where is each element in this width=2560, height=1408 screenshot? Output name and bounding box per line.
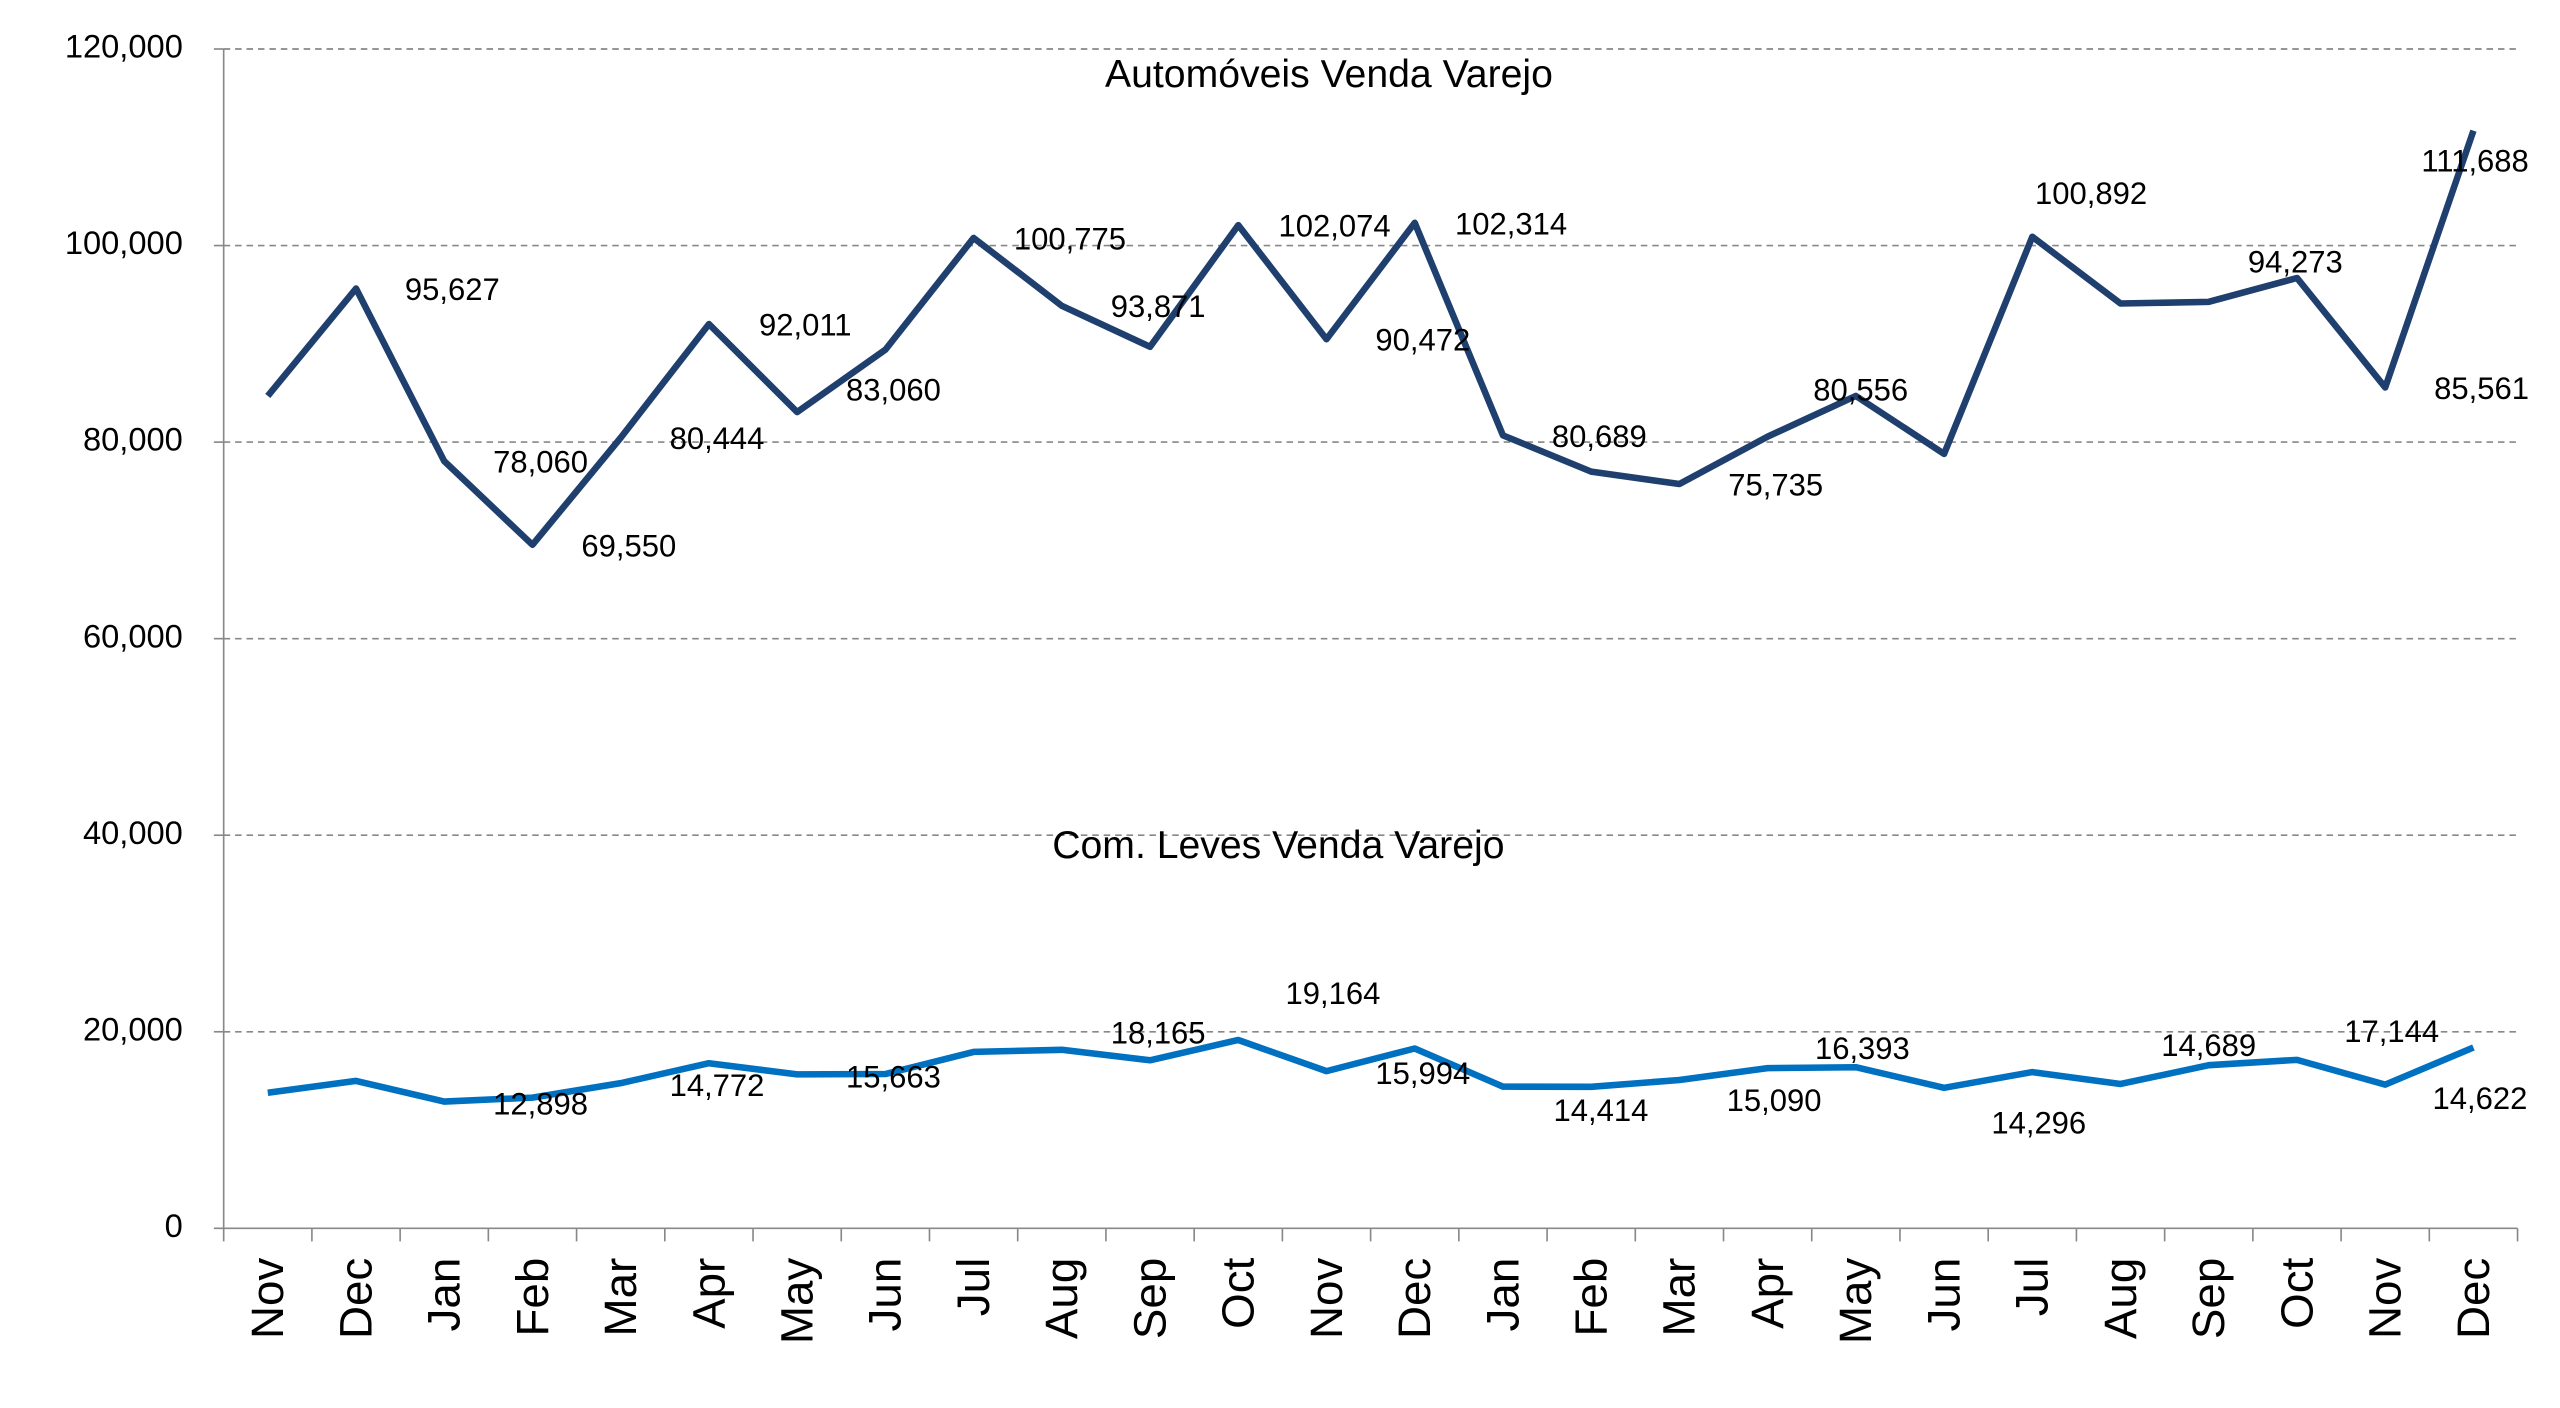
x-tick-label: Jul: [2007, 1258, 2058, 1316]
data-label: 78,060: [493, 445, 588, 480]
data-label: 80,556: [1813, 373, 1908, 408]
x-tick-label: Jun: [860, 1258, 911, 1332]
data-label: 75,735: [1728, 467, 1823, 502]
data-label: 18,165: [1111, 1015, 1206, 1050]
y-tick-label: 0: [165, 1207, 183, 1244]
y-tick-label: 80,000: [83, 421, 183, 458]
data-label: 15,663: [846, 1059, 941, 1094]
x-tick-label: Jan: [419, 1258, 470, 1332]
x-tick-label: Feb: [1566, 1258, 1617, 1337]
series-line: [265, 129, 2477, 549]
data-label: 95,627: [405, 272, 500, 307]
data-label: 16,393: [1815, 1031, 1910, 1066]
series-title: Com. Leves Venda Varejo: [1052, 824, 1504, 867]
data-label: 14,296: [1991, 1106, 2086, 1141]
data-label: 83,060: [846, 373, 941, 408]
x-tick-label: Dec: [330, 1258, 381, 1339]
x-tick-label: Nov: [242, 1258, 293, 1339]
x-tick-label: May: [1830, 1258, 1881, 1345]
data-label: 14,622: [2432, 1081, 2527, 1116]
data-label: 80,444: [670, 421, 765, 456]
y-tick-label: 40,000: [83, 814, 183, 851]
x-tick-label: Aug: [1036, 1258, 1087, 1339]
x-tick-label: Sep: [2183, 1258, 2234, 1339]
x-tick-label: Jun: [1918, 1258, 1969, 1332]
data-label: 102,314: [1455, 206, 1567, 241]
data-label: 14,689: [2161, 1028, 2256, 1063]
x-tick-label: Sep: [1124, 1258, 1175, 1339]
data-label: 14,414: [1553, 1093, 1648, 1128]
x-tick-label: Mar: [1654, 1258, 1705, 1337]
y-tick-label: 120,000: [65, 28, 183, 65]
data-label: 100,775: [1014, 221, 1126, 256]
data-label: 19,164: [1286, 976, 1381, 1011]
x-tick-label: Apr: [683, 1258, 734, 1329]
x-tick-label: Aug: [2095, 1258, 2146, 1339]
y-tick-label: 20,000: [83, 1010, 183, 1047]
data-label: 15,090: [1727, 1083, 1822, 1118]
data-label: 90,472: [1375, 323, 1470, 358]
data-label: 102,074: [1279, 209, 1391, 244]
x-tick-label: Feb: [507, 1258, 558, 1337]
y-tick-label: 100,000: [65, 224, 183, 261]
data-label: 100,892: [2035, 176, 2147, 211]
data-label: 15,994: [1375, 1056, 1470, 1091]
data-label: 111,688: [2421, 144, 2528, 179]
data-label: 92,011: [759, 308, 852, 343]
y-tick-label: 60,000: [83, 617, 183, 654]
x-tick-label: Jan: [1477, 1258, 1528, 1332]
series-line: [267, 1036, 2475, 1105]
data-label: 12,898: [493, 1087, 588, 1122]
x-tick-label: Nov: [1301, 1258, 1352, 1339]
data-label: 80,689: [1552, 419, 1647, 454]
series-title: Automóveis Venda Varejo: [1105, 53, 1553, 96]
x-tick-label: Dec: [2448, 1258, 2499, 1339]
x-tick-label: Dec: [1389, 1258, 1440, 1339]
data-label: 17,144: [2344, 1014, 2439, 1049]
data-label: 94,273: [2248, 244, 2343, 279]
x-tick-label: Jul: [948, 1258, 999, 1316]
data-label: 85,561: [2434, 371, 2529, 406]
x-tick-label: Oct: [2271, 1257, 2322, 1328]
data-label: 93,871: [1111, 289, 1206, 324]
x-tick-label: Nov: [2360, 1258, 2411, 1339]
x-tick-label: May: [771, 1258, 822, 1345]
x-tick-label: Apr: [1742, 1258, 1793, 1329]
x-tick-label: Mar: [595, 1258, 646, 1337]
data-label: 14,772: [670, 1068, 765, 1103]
x-tick-label: Oct: [1213, 1257, 1264, 1328]
data-label: 69,550: [581, 528, 676, 563]
